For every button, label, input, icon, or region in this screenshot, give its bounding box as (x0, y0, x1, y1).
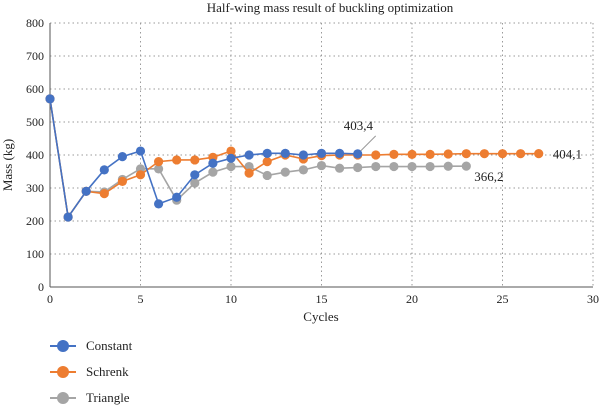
data-point-constant (135, 146, 146, 156)
chart-title: Half-wing mass result of buckling optimi… (207, 0, 454, 15)
legend-label-triangle: Triangle (86, 390, 130, 405)
y-tick-label: 500 (26, 115, 44, 129)
legend: Constant Schrenk Triangle (50, 333, 132, 411)
data-point-triangle (262, 170, 272, 181)
data-point-constant (353, 149, 363, 159)
data-point-constant (335, 148, 345, 158)
y-tick-labels: 0 100 200 300 400 500 600 700 800 (26, 16, 44, 294)
legend-label-constant: Constant (86, 338, 133, 353)
data-point-triangle (280, 167, 290, 177)
data-point-constant (45, 94, 55, 104)
x-tick-label: 15 (316, 292, 328, 306)
annotation-leader (360, 135, 377, 152)
data-point-schrenk (135, 170, 146, 180)
data-point-constant (298, 150, 308, 160)
x-tick-label: 10 (225, 292, 237, 306)
y-tick-label: 100 (26, 247, 44, 261)
annotation-schrenk-final: 404,1 (553, 147, 582, 162)
x-tick-labels: 0 5 10 15 20 25 30 (47, 292, 599, 306)
annotation-constant-final: 403,4 (344, 118, 374, 133)
data-point-schrenk (497, 149, 508, 159)
x-tick-label: 25 (497, 292, 509, 306)
data-point-schrenk (407, 149, 417, 159)
y-axis-label: Mass (kg) (0, 139, 15, 191)
data-point-constant (190, 170, 200, 180)
y-tick-label: 800 (26, 16, 44, 30)
data-point-constant (208, 158, 218, 168)
data-point-schrenk (99, 189, 109, 199)
data-point-triangle (335, 163, 345, 173)
annotation-triangle-final: 366,2 (474, 169, 503, 184)
data-point-schrenk (371, 150, 381, 160)
y-tick-label: 200 (26, 214, 44, 228)
x-tick-label: 30 (587, 292, 599, 306)
data-point-schrenk (172, 155, 182, 165)
legend-marker-schrenk (50, 366, 76, 378)
data-point-triangle (443, 161, 453, 171)
annotations: 403,4 404,1 366,2 (344, 118, 582, 184)
legend-label-schrenk: Schrenk (86, 364, 129, 379)
data-point-constant (316, 148, 327, 158)
data-point-schrenk (117, 176, 127, 186)
data-point-schrenk (244, 168, 254, 178)
data-point-schrenk (443, 149, 453, 159)
legend-marker-triangle (50, 392, 76, 404)
data-point-triangle (353, 162, 363, 173)
data-point-triangle (316, 160, 327, 171)
y-tick-label: 700 (26, 49, 44, 63)
data-point-triangle (154, 164, 164, 174)
data-point-triangle (371, 161, 381, 172)
series-line-triangle (49, 98, 467, 220)
data-point-schrenk (425, 149, 435, 159)
data-point-constant (99, 165, 109, 175)
data-point-triangle (298, 165, 308, 175)
data-point-constant (280, 148, 290, 158)
data-point-schrenk (516, 149, 526, 159)
data-point-constant (81, 186, 91, 196)
data-point-schrenk (479, 149, 489, 159)
data-point-triangle (389, 161, 399, 172)
data-point-triangle (425, 161, 435, 172)
data-point-schrenk (461, 149, 471, 159)
data-point-constant (262, 148, 272, 158)
legend-item-constant: Constant (50, 333, 132, 359)
data-point-triangle (407, 161, 417, 172)
data-point-schrenk (389, 149, 399, 159)
y-tick-label: 600 (26, 82, 44, 96)
data-point-constant (172, 192, 182, 202)
y-tick-label: 400 (26, 148, 44, 162)
data-point-triangle (226, 161, 236, 172)
series-layer (45, 94, 544, 222)
data-point-schrenk (226, 146, 236, 156)
legend-marker-constant (50, 340, 76, 352)
data-point-triangle (244, 161, 254, 172)
data-point-constant (117, 152, 127, 162)
chart-canvas: Half-wing mass result of buckling optimi… (0, 0, 599, 324)
data-point-triangle (190, 178, 200, 188)
data-point-schrenk (534, 149, 544, 159)
data-point-constant (154, 199, 164, 209)
data-point-constant (63, 212, 73, 222)
series-line-schrenk (49, 98, 539, 220)
x-tick-label: 5 (138, 292, 144, 306)
legend-item-triangle: Triangle (50, 385, 132, 411)
y-tick-label: 300 (26, 181, 44, 195)
data-point-constant (226, 153, 236, 163)
x-tick-label: 0 (47, 292, 53, 306)
x-axis-label: Cycles (303, 309, 338, 324)
data-point-schrenk (154, 157, 164, 167)
x-tick-label: 20 (406, 292, 418, 306)
data-point-triangle (208, 167, 218, 177)
y-tick-label: 0 (38, 280, 44, 294)
axes (49, 23, 593, 288)
data-point-constant (244, 150, 254, 160)
data-point-schrenk (262, 157, 272, 167)
data-point-triangle (461, 161, 471, 171)
data-point-schrenk (190, 155, 200, 165)
legend-item-schrenk: Schrenk (50, 359, 132, 385)
